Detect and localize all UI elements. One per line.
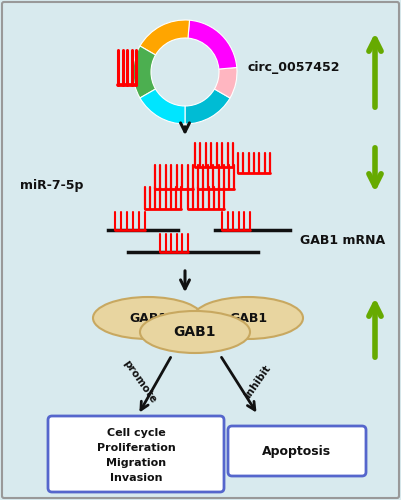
- Text: Proliferation: Proliferation: [97, 443, 175, 453]
- Text: GAB1: GAB1: [174, 325, 216, 339]
- FancyBboxPatch shape: [228, 426, 366, 476]
- Text: GAB1: GAB1: [229, 312, 267, 324]
- Text: Apoptosis: Apoptosis: [262, 444, 332, 458]
- Text: Invasion: Invasion: [110, 473, 162, 483]
- Text: miR-7-5p: miR-7-5p: [20, 178, 83, 192]
- Wedge shape: [140, 20, 190, 55]
- Wedge shape: [185, 89, 230, 124]
- Ellipse shape: [140, 311, 250, 353]
- FancyBboxPatch shape: [48, 416, 224, 492]
- Text: Cell cycle: Cell cycle: [107, 428, 165, 438]
- Ellipse shape: [93, 297, 203, 339]
- Text: Migration: Migration: [106, 458, 166, 468]
- Text: inhibit: inhibit: [243, 364, 273, 401]
- Wedge shape: [140, 89, 185, 124]
- Text: circ_0057452: circ_0057452: [248, 62, 340, 74]
- Ellipse shape: [193, 297, 303, 339]
- Text: promote: promote: [122, 358, 158, 406]
- Wedge shape: [215, 68, 237, 98]
- Wedge shape: [133, 46, 156, 98]
- Text: GAB1: GAB1: [129, 312, 167, 324]
- Text: GAB1 mRNA: GAB1 mRNA: [300, 234, 385, 246]
- Wedge shape: [188, 20, 237, 69]
